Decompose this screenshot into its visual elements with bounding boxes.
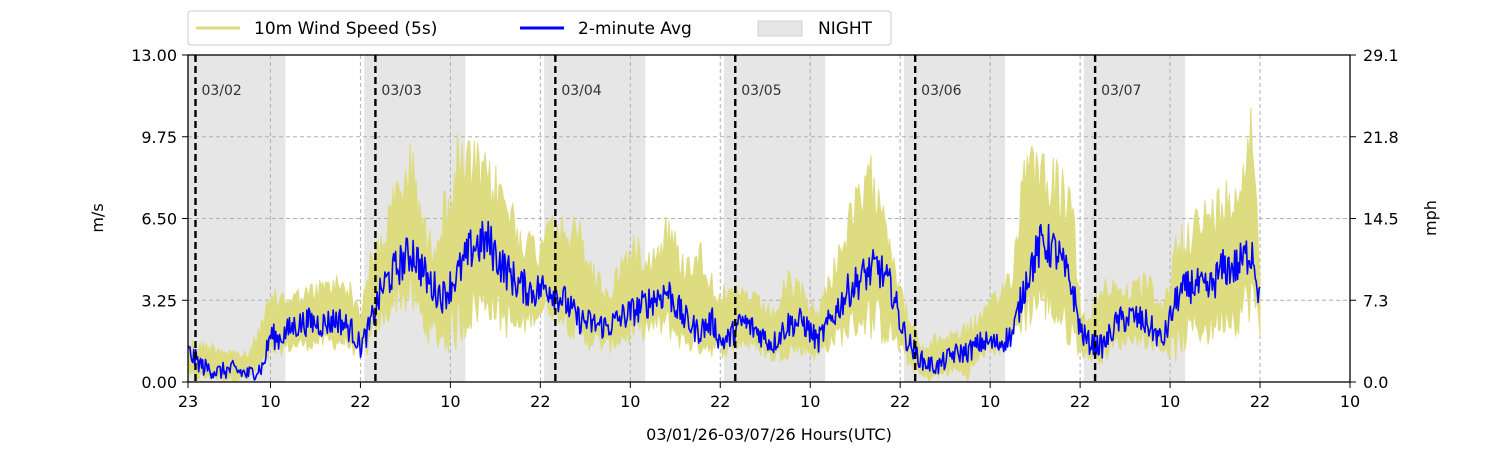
day-marker-label-4: 03/05 xyxy=(741,83,781,99)
y-axis-right-ticks: 0.0 7.3 14.5 21.8 29.1 xyxy=(1350,46,1399,392)
y-axis-left-ticks: 0.00 3.25 6.50 9.75 13.00 xyxy=(131,46,188,392)
y-tick-label-left-3: 6.50 xyxy=(141,210,177,229)
day-marker-label-1: 03/02 xyxy=(201,83,241,99)
x-axis-label: 03/01/26-03/07/26 Hours(UTC) xyxy=(646,425,892,444)
wind-speed-5s-series xyxy=(187,107,1261,383)
day-markers: 03/02 03/03 03/04 03/05 03/06 03/07 xyxy=(194,55,1141,382)
x-tick-label-12: 10 xyxy=(1160,392,1180,411)
y-tick-label-right-1: 0.0 xyxy=(1363,373,1388,392)
y-axis-right-label: mph xyxy=(1421,200,1440,236)
x-tick-label-1: 23 xyxy=(178,392,198,411)
x-tick-label-9: 22 xyxy=(890,392,910,411)
y-tick-label-right-3: 14.5 xyxy=(1363,210,1399,229)
y-tick-label-right-4: 21.8 xyxy=(1363,128,1399,147)
x-tick-label-6: 10 xyxy=(620,392,640,411)
grid-lines xyxy=(188,55,1350,382)
y-tick-label-right-5: 29.1 xyxy=(1363,46,1399,65)
x-tick-label-11: 22 xyxy=(1070,392,1090,411)
two-minute-avg-series xyxy=(187,220,1261,381)
x-tick-label-13: 22 xyxy=(1250,392,1270,411)
y-tick-label-right-2: 7.3 xyxy=(1363,291,1388,310)
y-tick-label-left-4: 9.75 xyxy=(141,128,177,147)
x-tick-label-2: 10 xyxy=(260,392,280,411)
x-tick-label-7: 22 xyxy=(710,392,730,411)
day-marker-label-3: 03/04 xyxy=(561,83,601,99)
legend-swatch-night xyxy=(757,20,803,37)
x-tick-label-3: 22 xyxy=(350,392,370,411)
x-tick-label-4: 10 xyxy=(440,392,460,411)
day-marker-label-5: 03/06 xyxy=(921,83,961,99)
y-tick-label-left-5: 13.00 xyxy=(131,46,177,65)
x-tick-label-14: 10 xyxy=(1340,392,1360,411)
y-axis-left-label: m/s xyxy=(88,203,107,232)
legend-label-two-minute-avg: 2-minute Avg xyxy=(578,19,692,39)
legend: 10m Wind Speed (5s) 2-minute Avg NIGHT xyxy=(187,10,892,46)
x-axis-ticks: 23 10 22 10 22 10 22 10 22 10 22 10 22 10 xyxy=(178,382,1360,411)
wind-speed-5s-band xyxy=(187,107,1261,383)
x-tick-label-5: 22 xyxy=(530,392,550,411)
day-marker-label-2: 03/03 xyxy=(381,83,421,99)
x-tick-label-10: 10 xyxy=(980,392,1000,411)
day-marker-label-6: 03/07 xyxy=(1101,83,1141,99)
two-minute-avg-line xyxy=(187,220,1261,381)
y-tick-label-left-2: 3.25 xyxy=(141,291,177,310)
legend-label-night: NIGHT xyxy=(818,19,873,39)
y-tick-label-left-1: 0.00 xyxy=(141,373,177,392)
legend-label-wind-speed: 10m Wind Speed (5s) xyxy=(254,19,437,39)
x-tick-label-8: 10 xyxy=(800,392,820,411)
